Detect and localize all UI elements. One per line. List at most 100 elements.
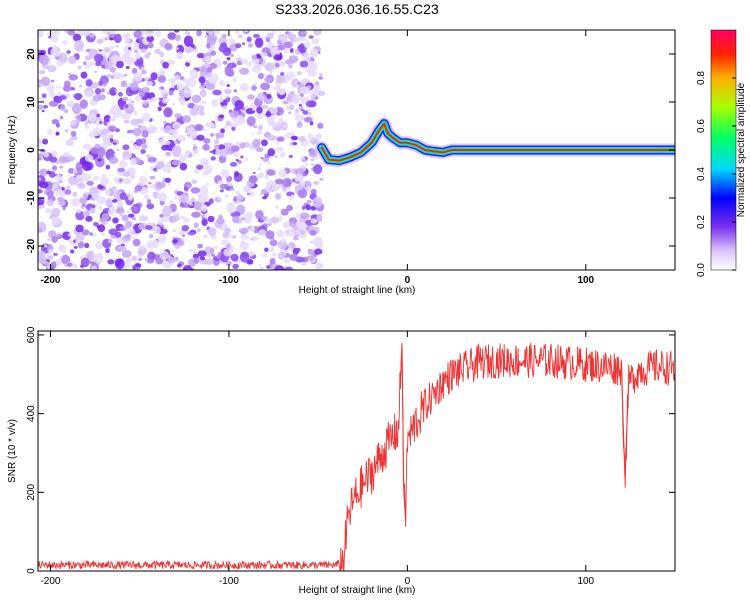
noise-speckle: [255, 111, 265, 119]
y-tick-label: 10: [26, 96, 37, 108]
noise-speckle: [288, 104, 295, 111]
noise-speckle: [89, 186, 99, 195]
noise-speckle: [43, 244, 48, 248]
noise-speckle: [97, 158, 102, 162]
noise-speckle: [211, 99, 219, 107]
noise-speckle: [43, 151, 49, 158]
noise-speckle: [185, 184, 191, 188]
noise-speckle: [108, 156, 119, 164]
noise-speckle: [219, 183, 228, 189]
noise-speckle: [38, 152, 44, 159]
noise-speckle: [70, 86, 74, 89]
noise-speckle: [299, 86, 309, 95]
noise-speckle: [289, 48, 294, 53]
noise-speckle: [201, 218, 208, 226]
noise-speckle: [171, 145, 182, 158]
noise-speckle: [174, 47, 179, 50]
noise-speckle: [174, 113, 182, 119]
noise-speckle: [256, 130, 263, 136]
figure-title: S233.2026.036.16.55.C23: [275, 1, 439, 17]
noise-speckle: [196, 228, 201, 233]
noise-speckle: [219, 148, 228, 158]
noise-speckle: [307, 69, 317, 77]
noise-speckle: [68, 55, 77, 65]
noise-speckle: [267, 41, 274, 48]
noise-speckle: [140, 48, 147, 53]
noise-speckle: [160, 90, 168, 95]
noise-speckle: [197, 250, 207, 257]
noise-speckle: [275, 75, 285, 84]
noise-speckle: [239, 142, 246, 149]
noise-speckle: [184, 31, 188, 34]
noise-speckle: [50, 47, 60, 57]
x-tick-label: -200: [40, 576, 60, 587]
noise-speckle: [67, 168, 75, 174]
noise-speckle: [210, 156, 216, 161]
noise-speckle: [120, 80, 128, 88]
noise-speckle: [229, 110, 240, 118]
noise-speckle: [236, 194, 244, 201]
noise-speckle: [142, 86, 150, 93]
noise-speckle: [134, 50, 139, 53]
noise-speckle: [101, 232, 105, 236]
noise-speckle: [191, 94, 202, 103]
noise-speckle: [287, 63, 293, 69]
noise-speckle: [193, 222, 199, 228]
noise-speckle: [207, 66, 213, 73]
noise-speckle: [70, 120, 77, 126]
noise-speckle: [213, 245, 218, 249]
noise-speckle: [264, 62, 275, 72]
noise-speckle: [318, 76, 324, 80]
noise-speckle: [108, 238, 113, 244]
noise-speckle: [119, 192, 128, 200]
noise-speckle: [48, 36, 52, 39]
noise-speckle: [127, 98, 133, 102]
noise-speckle: [40, 76, 51, 87]
noise-speckle: [217, 180, 224, 185]
noise-speckle: [41, 93, 47, 98]
noise-speckle: [306, 199, 312, 204]
noise-speckle: [162, 120, 167, 124]
noise-speckle: [138, 176, 148, 185]
noise-speckle: [189, 153, 193, 157]
noise-speckle: [266, 32, 274, 39]
noise-speckle: [88, 33, 95, 38]
noise-speckle: [289, 253, 299, 261]
noise-speckle: [39, 97, 45, 103]
noise-speckle: [90, 147, 100, 155]
noise-speckle: [97, 205, 103, 211]
noise-speckle: [176, 44, 185, 55]
noise-speckle: [183, 218, 191, 223]
noise-speckle: [298, 136, 306, 142]
noise-speckle: [112, 217, 119, 224]
noise-speckle: [194, 124, 204, 132]
noise-speckle: [200, 204, 208, 212]
noise-speckle: [44, 208, 53, 214]
noise-speckle: [121, 214, 129, 222]
noise-speckle: [80, 173, 91, 182]
noise-speckle: [203, 138, 211, 144]
noise-speckle: [68, 156, 76, 162]
noise-speckle: [196, 134, 205, 141]
noise-speckle: [174, 30, 180, 33]
noise-speckle: [293, 235, 299, 241]
noise-speckle: [55, 258, 63, 266]
noise-speckle: [66, 185, 71, 190]
noise-speckle: [247, 94, 255, 100]
noise-speckle: [63, 109, 69, 114]
noise-speckle: [264, 247, 269, 253]
noise-speckle: [55, 131, 60, 136]
noise-speckle: [251, 108, 256, 111]
noise-speckle: [193, 143, 197, 148]
noise-speckle: [132, 238, 141, 247]
noise-speckle: [231, 235, 237, 239]
noise-speckle: [220, 239, 230, 246]
noise-speckle: [274, 62, 280, 68]
noise-speckle: [276, 229, 284, 238]
noise-speckle: [226, 70, 235, 77]
noise-speckle: [55, 96, 63, 104]
noise-speckle: [230, 162, 238, 167]
noise-speckle: [182, 115, 191, 123]
noise-speckle: [133, 110, 138, 116]
noise-speckle: [178, 155, 186, 163]
